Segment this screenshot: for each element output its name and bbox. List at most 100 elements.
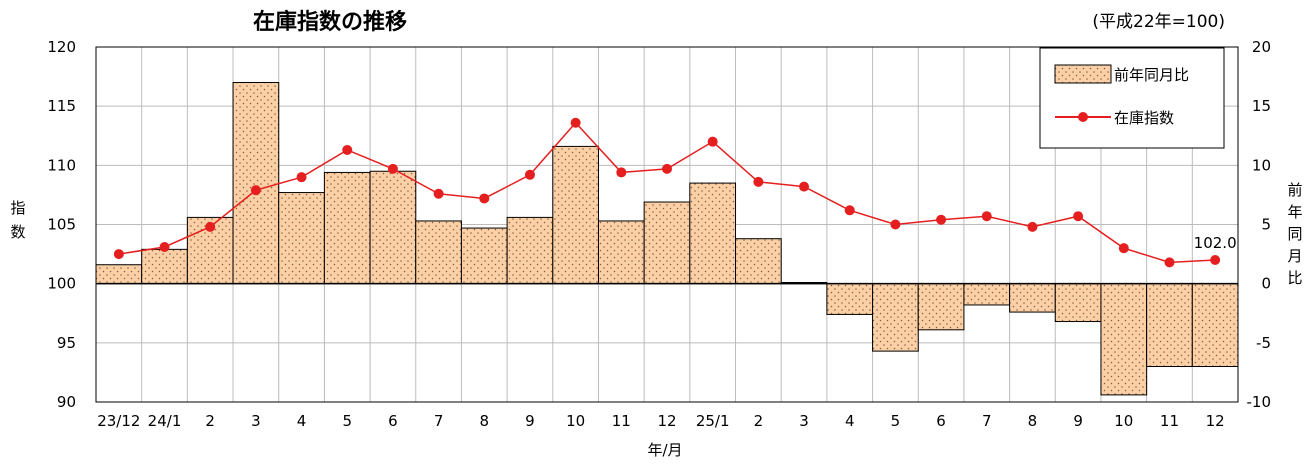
- index-point-24: [1210, 255, 1221, 265]
- legend-label-yoy: 前年同月比: [1114, 66, 1189, 84]
- line-series-index: [113, 117, 1221, 268]
- index-point-1: [159, 241, 170, 252]
- x-tick-label: 7: [434, 412, 444, 430]
- right-axis-char: 年: [1287, 203, 1302, 221]
- bar-yoy-19: [963, 283, 1011, 306]
- value-annotation: 102.0: [1194, 234, 1237, 252]
- index-point-10: [570, 117, 581, 128]
- index-point-8: [479, 193, 490, 204]
- bar-yoy-10: [552, 145, 599, 285]
- bar-yoy-21: [1054, 283, 1102, 323]
- left-tick-label: 90: [57, 393, 76, 411]
- x-tick-label: 4: [845, 412, 855, 430]
- x-tick-label: 9: [1073, 412, 1083, 430]
- right-tick-label: -5: [1256, 334, 1271, 352]
- bar-yoy-11: [597, 220, 645, 285]
- legend-swatch-yoy: [1054, 64, 1112, 84]
- index-point-14: [753, 176, 764, 187]
- left-axis-label: 指数: [10, 199, 25, 241]
- chart-subtitle: (平成22年=100): [1092, 12, 1225, 32]
- left-tick-label: 105: [47, 216, 76, 234]
- right-axis-ticks: -10 -5 0 5 10 15 20: [1247, 38, 1272, 411]
- x-tick-label: 12: [657, 412, 676, 430]
- legend: 前年同月比 在庫指数: [1039, 47, 1225, 149]
- x-tick-label: 2: [205, 412, 215, 430]
- bar-yoy-17: [872, 283, 919, 352]
- right-axis-label: 前年同月比: [1287, 181, 1302, 287]
- index-point-13: [707, 136, 718, 147]
- index-point-4: [296, 172, 307, 183]
- left-axis-ticks: 90 95 100 105 110 115 120: [47, 38, 76, 411]
- bar-yoy-8: [460, 227, 508, 285]
- annotations: 102.0: [1194, 234, 1237, 252]
- left-tick-label: 100: [47, 275, 76, 293]
- left-tick-label: 115: [47, 97, 76, 115]
- bar-yoy-12: [643, 201, 691, 285]
- bar-yoy-5: [323, 171, 371, 285]
- x-tick-label: 3: [251, 412, 261, 430]
- index-point-18: [936, 214, 947, 225]
- index-point-21: [1073, 211, 1084, 222]
- right-tick-label: 10: [1252, 156, 1271, 174]
- plot-frame: [95, 46, 1239, 403]
- bar-yoy-0: [95, 264, 143, 285]
- x-tick-label: 12: [1206, 412, 1225, 430]
- x-tick-label: 6: [936, 412, 946, 430]
- index-point-19: [981, 211, 992, 222]
- bar-yoy-13: [689, 182, 737, 285]
- left-tick-label: 120: [47, 38, 76, 56]
- index-point-3: [250, 185, 261, 196]
- index-point-12: [662, 163, 672, 174]
- x-tick-label: 10: [1114, 412, 1133, 430]
- chart-title: 在庫指数の推移: [253, 9, 407, 35]
- right-axis-char: 月: [1287, 247, 1302, 265]
- right-tick-label: 15: [1252, 97, 1271, 115]
- right-tick-label: 5: [1261, 216, 1271, 234]
- bar-yoy-1: [141, 248, 188, 285]
- left-axis-char: 数: [10, 223, 25, 241]
- index-point-0: [113, 249, 124, 260]
- index-point-7: [433, 188, 444, 199]
- x-tick-label: 5: [342, 412, 352, 430]
- bar-series-yoy: [95, 82, 1239, 396]
- bar-yoy-6: [369, 170, 417, 285]
- index-point-15: [799, 181, 810, 192]
- x-tick-label: 23/12: [97, 412, 140, 430]
- bar-yoy-24: [1191, 283, 1239, 367]
- x-tick-label: 11: [1160, 412, 1179, 430]
- left-tick-label: 95: [57, 334, 76, 352]
- x-tick-label: 8: [480, 412, 490, 430]
- index-point-6: [387, 163, 398, 174]
- x-axis-label: 年/月: [647, 441, 682, 459]
- index-point-5: [342, 144, 353, 155]
- legend-label-index: 在庫指数: [1114, 109, 1174, 127]
- index-point-17: [890, 219, 901, 230]
- right-axis-char: 同: [1287, 225, 1302, 243]
- index-point-2: [205, 221, 216, 232]
- x-tick-label: 25/1: [696, 412, 730, 430]
- index-point-11: [616, 167, 627, 178]
- bar-yoy-9: [506, 216, 554, 285]
- x-tick-label: 7: [982, 412, 992, 430]
- x-tick-label: 9: [525, 412, 535, 430]
- index-point-23: [1164, 257, 1175, 268]
- index-point-9: [524, 169, 535, 180]
- index-point-20: [1027, 221, 1038, 232]
- x-tick-label: 24/1: [148, 412, 182, 430]
- right-axis-char: 比: [1287, 269, 1302, 287]
- right-tick-label: 0: [1261, 275, 1271, 293]
- bar-yoy-14: [735, 238, 782, 285]
- bar-yoy-7: [415, 220, 462, 285]
- bar-yoy-16: [826, 283, 874, 315]
- x-tick-label: 3: [799, 412, 809, 430]
- bar-yoy-20: [1009, 283, 1056, 313]
- bar-yoy-22: [1100, 283, 1148, 396]
- right-tick-label: 20: [1252, 38, 1271, 56]
- index-point-16: [844, 205, 855, 216]
- right-axis-char: 前: [1287, 181, 1302, 199]
- x-axis-ticks: 23/12 24/1 2 3 4 5 6 7 8 9 10 11 12 25/1 2 3 4 5 6 7 8 9 10 11 1…: [97, 412, 1224, 430]
- right-tick-label: -10: [1247, 393, 1272, 411]
- bar-yoy-18: [917, 283, 965, 331]
- legend-box: [1039, 47, 1225, 149]
